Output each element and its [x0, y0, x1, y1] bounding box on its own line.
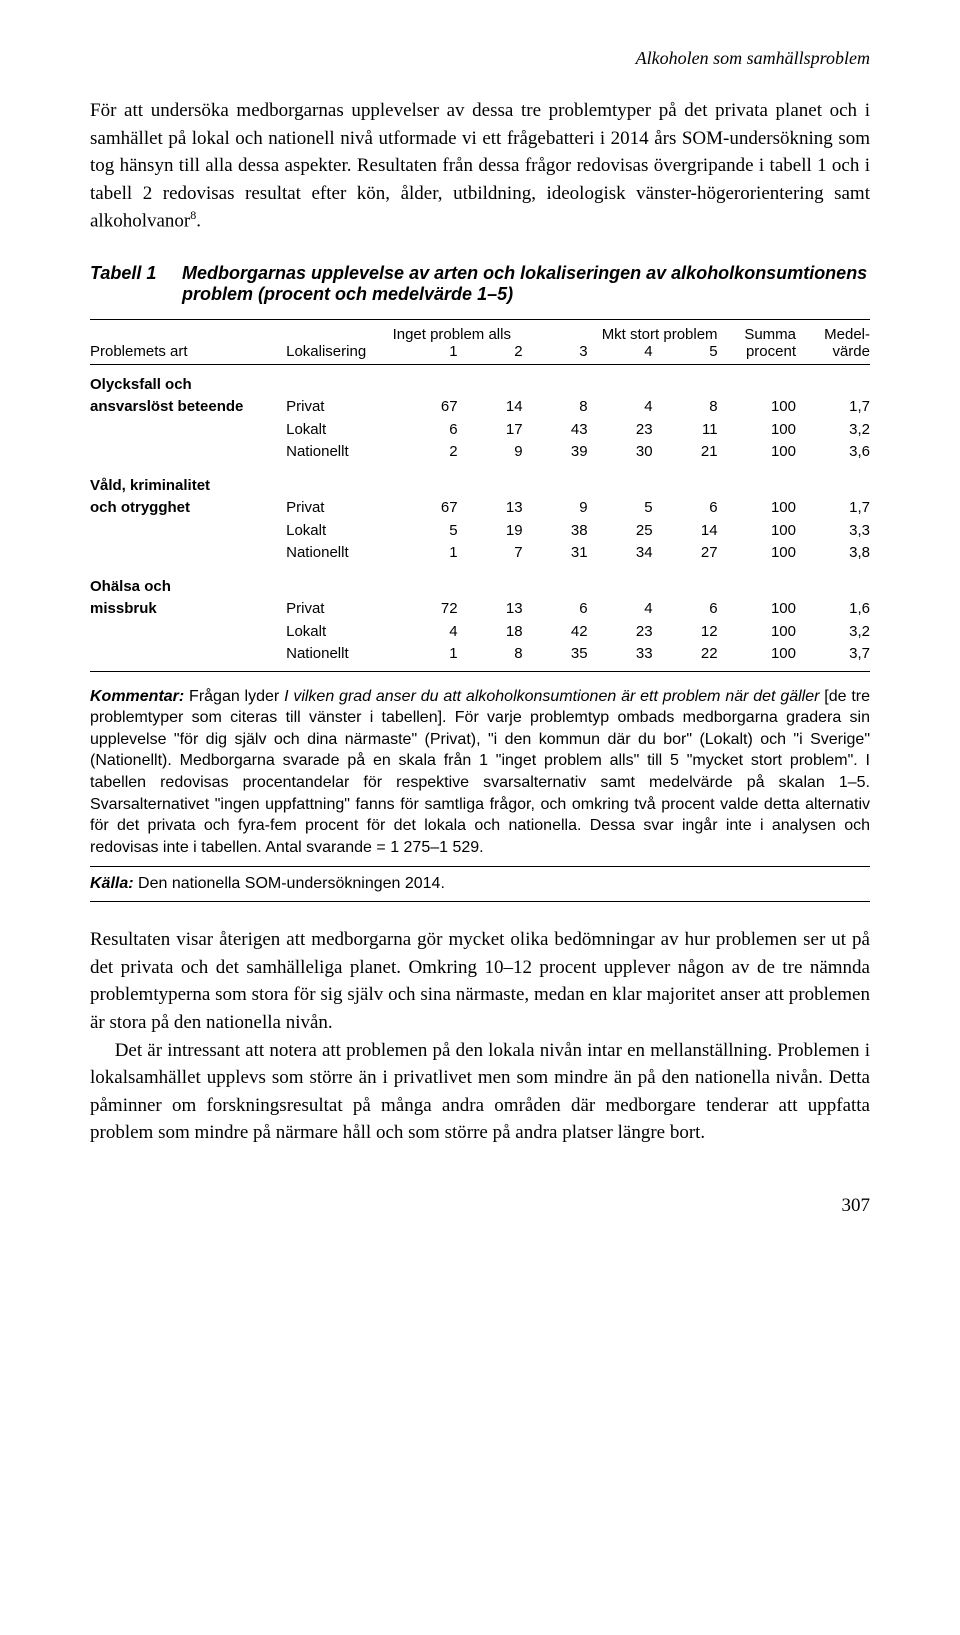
hdr-sum-top: Summa — [718, 326, 796, 343]
kalla-text: Den nationella SOM-undersökningen 2014. — [134, 875, 445, 892]
hdr-span-left: Inget problem alls — [393, 326, 523, 343]
table-row: Lokalt6174323111003,2 — [90, 419, 870, 441]
table-row: och otrygghetPrivat67139561001,7 — [90, 497, 870, 519]
table-label: Tabell 1 — [90, 263, 182, 305]
hdr-sum-bot: procent — [718, 343, 796, 365]
table-row: Nationellt183533221003,7 — [90, 643, 870, 665]
kommentar-ital: I vilken grad anser du att alkoholkonsum… — [284, 688, 819, 705]
intro-text: För att undersöka medborgarnas upplevels… — [90, 100, 870, 232]
hdr-n3: 3 — [523, 343, 588, 365]
hdr-col1: Problemets art — [90, 343, 286, 365]
table-row: Lokalt5193825141003,3 — [90, 520, 870, 542]
hdr-span-right: Mkt stort problem — [588, 326, 718, 343]
kommentar-t1: Frågan lyder — [184, 688, 284, 705]
intro-paragraph: För att undersöka medborgarnas upplevels… — [90, 97, 870, 235]
table-header-row-1: Inget problem alls Mkt stort problem Sum… — [90, 326, 870, 343]
kalla-lead: Källa: — [90, 875, 134, 892]
para-results-2: Det är intressant att notera att problem… — [90, 1037, 870, 1147]
table-group-label: Ohälsa och — [90, 576, 870, 598]
table-header-row-2: Problemets art Lokalisering 1 2 3 4 5 pr… — [90, 343, 870, 365]
hdr-n1: 1 — [393, 343, 458, 365]
table-row: Lokalt4184223121003,2 — [90, 621, 870, 643]
table-row: Nationellt173134271003,8 — [90, 542, 870, 564]
page-number: 307 — [90, 1195, 870, 1217]
kalla-block: Källa: Den nationella SOM-undersökningen… — [90, 875, 870, 902]
table-title-text: Medborgarnas upplevelse av arten och lok… — [182, 263, 870, 305]
table-title: Tabell 1 Medborgarnas upplevelse av arte… — [90, 263, 870, 305]
table-group-label: Våld, kriminalitet — [90, 475, 870, 497]
table-row: ansvarslöst beteendePrivat67148481001,7 — [90, 396, 870, 418]
intro-end: . — [196, 211, 201, 232]
hdr-n5: 5 — [653, 343, 718, 365]
hdr-n4: 4 — [588, 343, 653, 365]
table-1: Inget problem alls Mkt stort problem Sum… — [90, 319, 870, 672]
kommentar-block: Kommentar: Frågan lyder I vilken grad an… — [90, 686, 870, 868]
hdr-col2: Lokalisering — [286, 343, 392, 365]
hdr-n2: 2 — [458, 343, 523, 365]
table-row: Nationellt293930211003,6 — [90, 441, 870, 463]
para-results-1: Resultaten visar återigen att medborgarn… — [90, 926, 870, 1036]
table-row: missbrukPrivat72136461001,6 — [90, 598, 870, 620]
kommentar-lead: Kommentar: — [90, 688, 184, 705]
running-head: Alkoholen som samhällsproblem — [90, 48, 870, 69]
hdr-med-top: Medel- — [796, 326, 870, 343]
table-group-label: Olycksfall och — [90, 374, 870, 396]
results-paragraphs: Resultaten visar återigen att medborgarn… — [90, 926, 870, 1146]
hdr-med-bot: värde — [796, 343, 870, 365]
kommentar-t2: [de tre problemtyper som citeras till vä… — [90, 688, 870, 856]
